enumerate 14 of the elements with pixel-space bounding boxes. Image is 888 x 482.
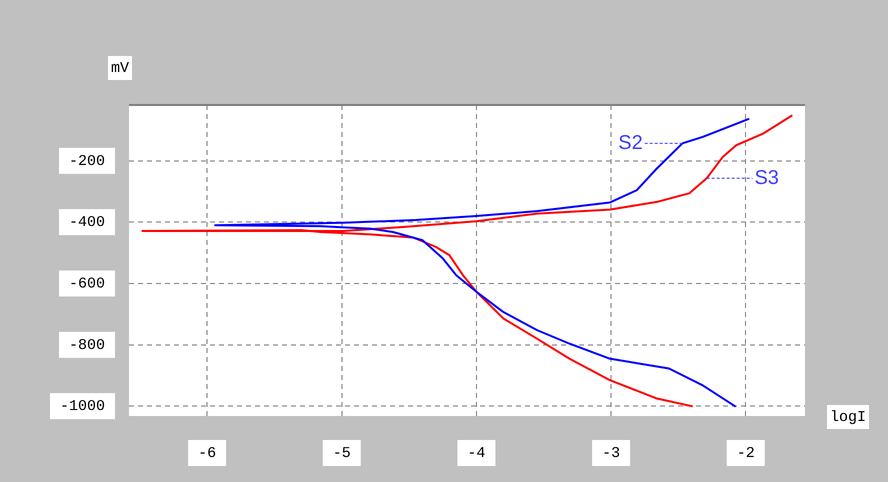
series-label: S2 [618, 132, 643, 154]
y-tick-label: -400 [68, 214, 105, 232]
y-tick-label: -600 [68, 275, 105, 292]
x-axis-title: logI [830, 408, 866, 426]
x-tick-label: -3 [602, 444, 620, 462]
series-label: S3 [754, 166, 779, 189]
y-axis-title: mV [111, 60, 130, 77]
y-tick-label: -200 [68, 152, 105, 170]
y-tick-label: -1000 [60, 398, 105, 416]
x-tick-label: -2 [736, 444, 755, 462]
x-tick-label: -4 [467, 444, 486, 462]
x-tick-label: -5 [332, 444, 351, 462]
y-tick-label: -800 [68, 336, 105, 354]
x-tick-label: -6 [198, 444, 216, 462]
